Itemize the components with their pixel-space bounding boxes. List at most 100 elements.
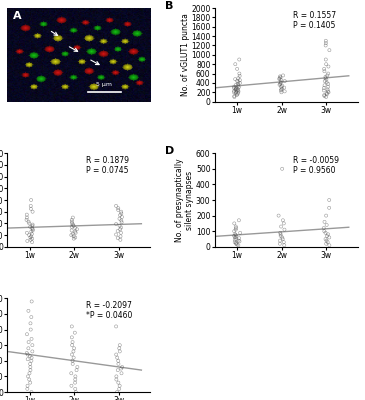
Point (281, 242, 287, 248)
Point (28, 326, 34, 333)
Text: 5 μm: 5 μm (96, 82, 112, 87)
Point (323, 42, 329, 49)
Point (72, 380, 78, 386)
Point (325, 84, 331, 90)
Point (234, 66, 240, 72)
Point (235, 82, 241, 89)
Point (117, 212, 123, 218)
Point (231, 93, 237, 99)
Point (323, 56, 329, 63)
Point (28, 336, 34, 342)
Point (233, 234, 239, 240)
Point (323, 212, 329, 219)
Point (117, 222, 123, 229)
Point (24, 238, 30, 244)
Point (27, 367, 33, 373)
Point (235, 81, 241, 87)
Point (114, 389, 120, 395)
Point (114, 376, 119, 383)
Text: P = 0.0745: P = 0.0745 (86, 166, 128, 175)
Point (25, 351, 31, 358)
Point (323, 230, 329, 236)
Point (113, 221, 119, 227)
Point (322, 93, 327, 99)
Point (26, 376, 32, 383)
Point (281, 226, 287, 233)
Point (30, 221, 35, 228)
Point (24, 382, 30, 389)
Point (71, 354, 77, 361)
Point (115, 367, 121, 373)
Point (325, 239, 331, 245)
Point (117, 382, 123, 389)
Point (233, 89, 239, 95)
Point (26, 345, 31, 352)
Point (276, 212, 281, 219)
Point (321, 85, 327, 91)
Point (73, 373, 78, 380)
Point (27, 224, 33, 230)
Point (237, 80, 243, 86)
Point (231, 220, 237, 227)
Point (324, 91, 330, 97)
Point (277, 81, 283, 87)
Point (279, 166, 285, 172)
Point (24, 386, 30, 392)
Point (71, 236, 77, 242)
Point (69, 227, 74, 234)
Point (323, 94, 329, 100)
Point (280, 217, 286, 224)
Point (326, 234, 332, 241)
Point (278, 89, 284, 96)
Point (322, 82, 327, 88)
Point (326, 63, 331, 70)
Point (27, 361, 33, 367)
Point (325, 70, 331, 77)
Point (28, 314, 34, 320)
Point (278, 80, 284, 86)
Point (231, 88, 237, 94)
Point (278, 223, 284, 230)
Point (233, 226, 239, 233)
Point (28, 228, 34, 235)
Point (325, 231, 331, 238)
Point (72, 228, 78, 235)
Point (27, 320, 33, 326)
Point (282, 78, 288, 84)
Point (280, 72, 286, 79)
Point (73, 230, 78, 236)
Point (324, 72, 330, 79)
Point (281, 220, 287, 227)
Point (113, 323, 119, 330)
Point (72, 330, 78, 336)
Point (235, 75, 241, 82)
Point (235, 242, 241, 248)
Point (279, 234, 285, 241)
Point (118, 233, 123, 240)
Point (233, 84, 239, 91)
Point (237, 238, 242, 244)
Point (24, 217, 30, 223)
Point (326, 197, 332, 203)
Point (231, 228, 237, 234)
Point (281, 84, 287, 91)
Point (28, 233, 34, 240)
Point (324, 237, 330, 244)
Point (118, 237, 123, 243)
Point (233, 86, 239, 92)
Point (115, 207, 121, 213)
Point (115, 380, 121, 386)
Point (234, 87, 240, 94)
Point (30, 222, 35, 229)
Point (323, 40, 329, 46)
Point (117, 348, 123, 355)
Point (324, 222, 330, 228)
Point (69, 224, 74, 230)
Point (28, 206, 34, 212)
Point (73, 389, 79, 395)
Text: D: D (165, 146, 174, 156)
Point (27, 234, 33, 241)
Point (118, 210, 124, 217)
Point (237, 77, 243, 83)
Point (326, 47, 332, 53)
